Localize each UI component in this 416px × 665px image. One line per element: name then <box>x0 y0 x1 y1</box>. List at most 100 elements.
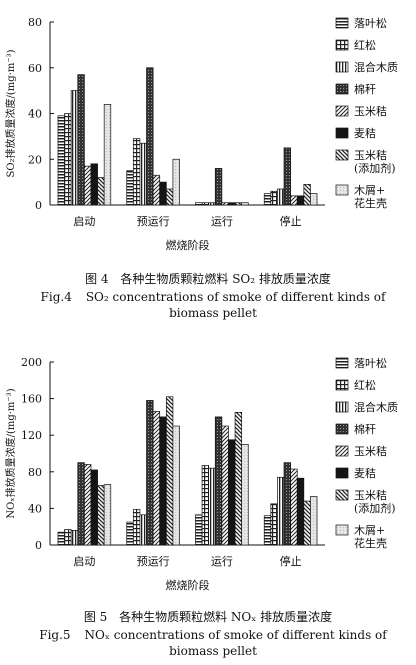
bar <box>57 531 65 546</box>
x-tick-label: 启动 <box>73 215 95 228</box>
fig5-title-zh: 各种生物质颗粒燃料 NOₓ 排放质量浓度 <box>119 610 333 624</box>
legend-label: 棉秆 <box>354 82 376 96</box>
bar <box>84 165 92 206</box>
x-tick-label: 停止 <box>280 554 302 568</box>
legend-label: (添加剂) <box>354 501 396 515</box>
y-tick-label: 160 <box>21 393 42 406</box>
fig4-number-en: Fig.4 <box>40 290 72 304</box>
bar <box>195 202 203 206</box>
bar <box>283 462 291 546</box>
legend-label: 混合木质 <box>354 400 398 414</box>
bar <box>296 477 305 546</box>
bar <box>270 503 278 546</box>
fig5-caption-zh: 图 5 各种生物质颗粒燃料 NOₓ 排放质量浓度 <box>0 608 416 625</box>
y-tick-label: 0 <box>35 199 42 212</box>
bar <box>221 202 229 206</box>
bar <box>270 190 278 206</box>
x-axis-label: 燃烧阶段 <box>166 578 210 592</box>
x-tick-label: 预运行 <box>137 215 170 228</box>
bar <box>201 202 210 206</box>
x-axis-label: 燃烧阶段 <box>166 238 210 252</box>
legend-swatch <box>335 184 349 196</box>
legend-swatch <box>335 524 349 536</box>
bar <box>64 113 72 206</box>
bar <box>132 138 141 206</box>
bar <box>201 465 210 546</box>
y-tick-label: 80 <box>28 466 42 479</box>
bar <box>263 515 272 546</box>
legend-label: 玉米秸 <box>354 445 387 458</box>
bar <box>277 188 285 206</box>
legend-label: 玉米秸 <box>354 105 387 118</box>
fig5-number-en: Fig.5 <box>39 628 71 642</box>
legend-swatch <box>335 83 349 95</box>
bar <box>146 400 154 546</box>
y-tick-label: 200 <box>21 356 42 369</box>
legend-label: 玉米秸 <box>354 489 387 502</box>
legend-swatch <box>335 401 349 413</box>
legend-label: 落叶松 <box>354 356 387 370</box>
bar <box>97 177 105 206</box>
y-tick-label: 40 <box>28 108 42 121</box>
bar <box>241 443 249 546</box>
bar <box>90 469 98 546</box>
y-tick-label: 80 <box>28 16 42 29</box>
x-tick-label: 运行 <box>211 215 233 228</box>
legend-label: 木屑+ <box>354 524 385 537</box>
legend-swatch <box>335 127 349 139</box>
bar <box>103 103 112 206</box>
fig5-caption-en: Fig.5 NOₓ concentrations of smoke of diff… <box>18 627 408 659</box>
bar <box>152 411 161 546</box>
legend-swatch <box>335 61 349 73</box>
legend-label: 花生壳 <box>354 196 387 210</box>
bar <box>165 188 174 206</box>
bar <box>277 476 285 546</box>
bar <box>195 514 203 546</box>
bar <box>290 195 298 206</box>
bar <box>97 485 105 546</box>
legend-label: 玉米秸 <box>354 149 387 162</box>
legend-swatch <box>335 105 349 117</box>
bar <box>64 529 72 546</box>
legend-label: 棉秆 <box>354 422 376 436</box>
bar <box>296 195 305 206</box>
bar <box>70 90 79 206</box>
legend-swatch <box>335 149 349 161</box>
y-tick-label: 60 <box>28 62 42 75</box>
bar <box>146 67 154 206</box>
bar <box>208 202 216 206</box>
bar <box>159 416 167 546</box>
x-tick-label: 运行 <box>211 555 233 568</box>
bar <box>228 202 236 206</box>
bar <box>241 202 249 206</box>
legend-label: 花生壳 <box>354 536 387 550</box>
legend-swatch <box>335 445 349 457</box>
bar <box>152 174 161 206</box>
bar <box>303 500 311 546</box>
legend-label: 混合木质 <box>354 60 398 74</box>
y-axis-label: NOₓ排放质量浓度/(mg·m⁻³) <box>4 388 17 518</box>
bar <box>172 158 180 206</box>
fig4-caption-zh: 图 4 各种生物质颗粒燃料 SO₂ 排放质量浓度 <box>0 270 416 287</box>
legend-label: 木屑+ <box>354 184 385 197</box>
y-axis-label: SO₂排放质量浓度/(mg·m⁻³) <box>4 49 17 177</box>
y-tick-label: 120 <box>21 429 42 442</box>
legend-swatch <box>335 489 349 501</box>
bar <box>90 163 98 206</box>
fig4-caption-en: Fig.4 SO₂ concentrations of smoke of diff… <box>18 289 408 321</box>
nox-chart: 0 40 80 120 160 200 NOₓ排放质量浓度/(mg·m⁻³) 启动 预运行 运行 停… <box>4 356 398 592</box>
bar <box>208 467 216 546</box>
bar <box>228 439 236 546</box>
legend-swatch <box>335 379 349 391</box>
fig5-title-en: NOₓ concentrations of smoke of different… <box>84 628 387 658</box>
bar <box>139 514 147 546</box>
bar <box>57 115 65 206</box>
legend-swatch <box>335 467 349 479</box>
legend-label: 落叶松 <box>354 16 387 30</box>
legend-label: 麦秸 <box>354 467 376 480</box>
so2-chart: 0 20 40 60 80 SO₂排放质量浓度/(mg·m⁻³) 启动 预运行 运行 停止燃烧阶段… <box>4 16 398 252</box>
legend-label: (添加剂) <box>354 161 396 175</box>
bar <box>214 168 223 206</box>
y-tick-label: 40 <box>28 502 42 515</box>
bar <box>283 147 291 206</box>
